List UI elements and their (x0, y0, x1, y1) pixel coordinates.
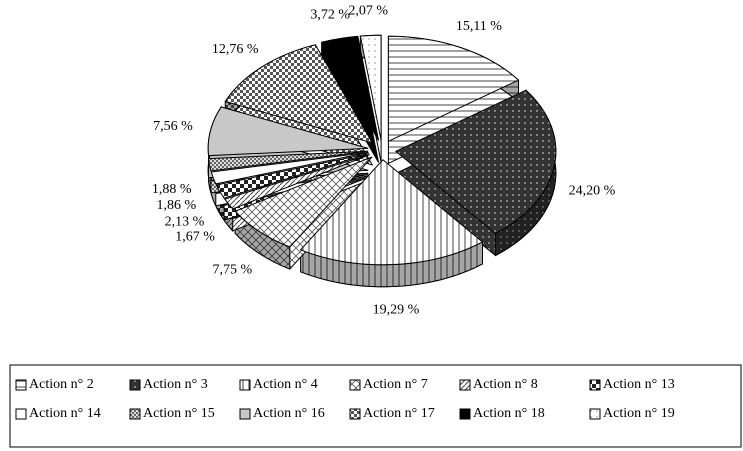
data-label: 1,86 % (157, 198, 197, 213)
data-label: 3,72 % (310, 8, 350, 23)
slice-wall-shade (235, 211, 290, 269)
slice (394, 89, 557, 235)
legend-swatch (239, 408, 251, 420)
legend-label: Action n° 14 (29, 406, 101, 421)
slice (299, 159, 484, 266)
slice-wall-shade (300, 241, 483, 287)
legend-swatch (349, 379, 361, 391)
slice (224, 44, 374, 144)
legend-label: Action n° 19 (603, 406, 675, 421)
data-label: 19,29 % (373, 303, 420, 318)
legend-label: Action n° 2 (29, 377, 94, 392)
slice (207, 150, 369, 172)
data-label: 2,13 % (165, 215, 205, 230)
slice (210, 151, 369, 185)
legend-label: Action n° 16 (253, 406, 325, 421)
legend-box (9, 364, 742, 448)
data-label: 1,67 % (175, 230, 215, 245)
legend-label: Action n° 3 (143, 377, 208, 392)
legend-swatch (589, 379, 601, 391)
legend-label: Action n° 17 (363, 406, 435, 421)
legend-swatch (459, 408, 471, 420)
slice (320, 35, 380, 141)
data-label: 7,56 % (153, 119, 193, 134)
slice (359, 34, 382, 141)
data-label: 12,76 % (212, 42, 259, 57)
slice (234, 156, 373, 248)
slice (387, 35, 520, 143)
data-label: 15,11 % (456, 19, 502, 34)
legend-label: Action n° 4 (253, 377, 318, 392)
slice (223, 154, 370, 210)
data-label: 1,88 % (152, 182, 192, 197)
legend-label: Action n° 18 (473, 406, 545, 421)
legend-swatch (129, 379, 141, 391)
legend-swatch (15, 379, 27, 391)
legend-swatch (239, 379, 251, 391)
legend-label: Action n° 8 (473, 377, 538, 392)
data-label: 7,75 % (212, 263, 252, 278)
legend-label: Action n° 7 (363, 377, 428, 392)
legend-label: Action n° 15 (143, 406, 215, 421)
legend-swatch (349, 408, 361, 420)
legend-label: Action n° 13 (603, 377, 675, 392)
slice (215, 153, 370, 199)
legend-swatch (459, 379, 471, 391)
data-label: 24,20 % (569, 183, 616, 198)
data-label: 2,07 % (348, 4, 388, 19)
legend-swatch (15, 408, 27, 420)
slice-wall-shade (495, 90, 556, 256)
slice (207, 106, 369, 157)
legend-swatch (129, 408, 141, 420)
legend-swatch (589, 408, 601, 420)
